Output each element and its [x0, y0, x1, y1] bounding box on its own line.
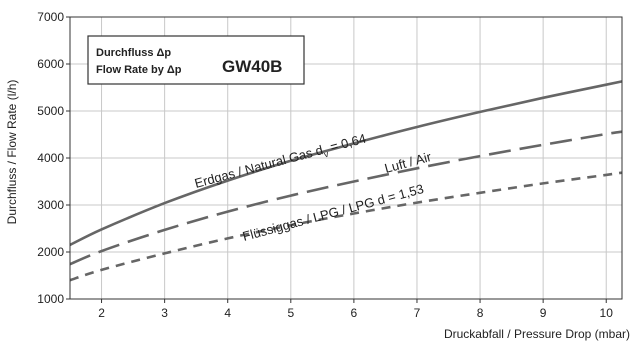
y-tick-label: 7000	[37, 10, 64, 24]
x-tick-label: 6	[351, 306, 358, 320]
legend-box: Durchfluss Δp Flow Rate by Δp GW40B	[87, 35, 305, 85]
x-tick-label: 8	[477, 306, 484, 320]
x-tick-label: 9	[540, 306, 547, 320]
y-tick-label: 1000	[37, 292, 64, 306]
y-tick-label: 3000	[37, 198, 64, 212]
curve-lpg	[69, 171, 623, 282]
legend-title-de: Durchfluss Δp	[96, 47, 171, 59]
legend-box-frame	[87, 35, 305, 85]
x-tick-label: 10	[600, 306, 614, 320]
curve-air	[69, 130, 623, 266]
axis-ticks: 2 3 4 5 6 7 8 9 10 1000 2000 3000 4000 5000 6000 7000	[37, 10, 613, 320]
curve-label-air: Luft / Air	[383, 149, 434, 176]
y-tick-label: 6000	[37, 57, 64, 71]
curves-layer	[69, 80, 623, 282]
y-tick-label: 4000	[37, 151, 64, 165]
y-axis-title: Durchfluss / Flow Rate (l/h)	[5, 80, 19, 225]
x-tick-label: 2	[98, 306, 105, 320]
curve-label-lpg: Flüssiggas / LPG / LPG d = 1,53	[241, 181, 425, 244]
y-tick-label: 5000	[37, 104, 64, 118]
y-tick-label: 2000	[37, 245, 64, 259]
legend-title-en: Flow Rate by Δp	[96, 64, 182, 76]
curve-natural-gas	[69, 80, 623, 247]
model-label: GW40B	[222, 57, 282, 76]
x-tick-label: 4	[224, 306, 231, 320]
x-tick-label: 3	[161, 306, 168, 320]
x-tick-label: 7	[414, 306, 421, 320]
x-axis-title: Druckabfall / Pressure Drop (mbar)	[444, 327, 630, 341]
x-tick-label: 5	[287, 306, 294, 320]
